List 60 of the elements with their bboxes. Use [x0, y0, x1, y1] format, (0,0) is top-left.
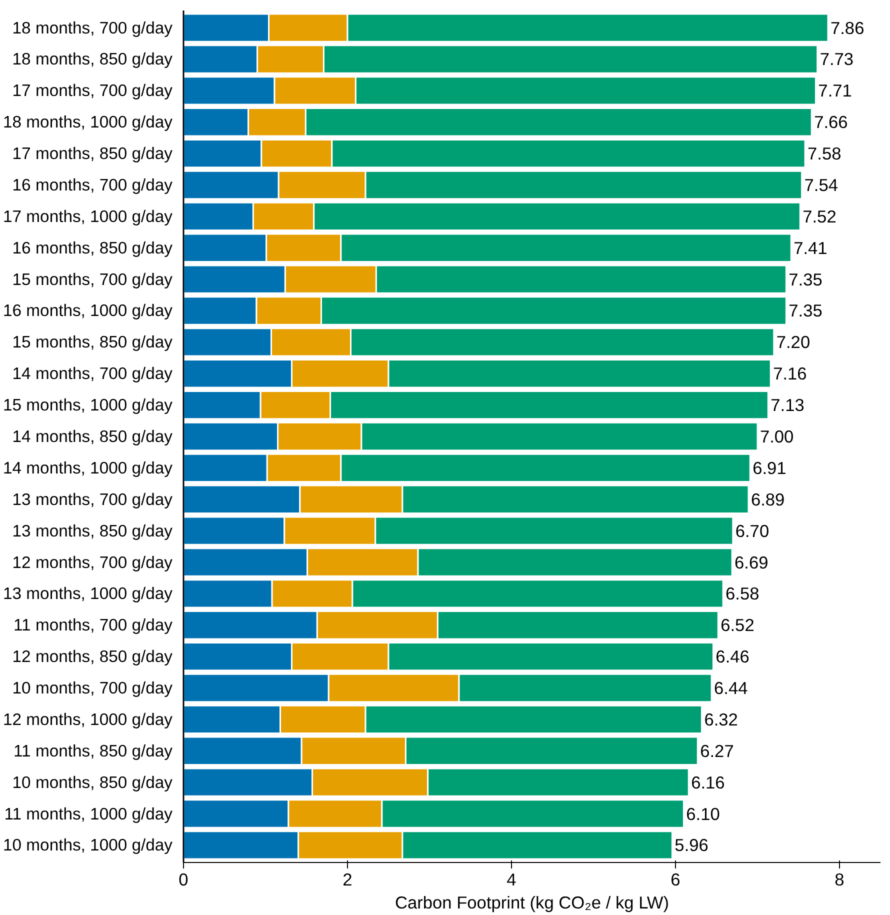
total-label: 7.41	[794, 238, 828, 258]
total-label: 6.89	[750, 489, 785, 510]
x-axis-title: Carbon Footprint (kg CO₂e / kg LW)	[394, 892, 670, 912]
y-tick-label: 18 months, 1000 g/day	[3, 112, 174, 132]
y-tick-label: 10 months, 700 g/day	[12, 678, 174, 698]
total-label: 7.71	[818, 80, 852, 101]
y-tick-label: 12 months, 1000 g/day	[3, 710, 174, 729]
y-tick-label: 11 months, 1000 g/day	[4, 804, 174, 824]
total-label: 7.73	[820, 49, 854, 70]
total-label: 6.10	[686, 804, 720, 824]
total-label: 6.46	[716, 646, 750, 667]
total-label: 6.70	[735, 520, 770, 541]
total-label: 6.27	[700, 740, 734, 761]
total-label: 6.44	[714, 678, 748, 698]
total-label: 6.58	[726, 584, 760, 604]
total-label: 7.66	[814, 112, 848, 132]
y-tick-label: 17 months, 850 g/day	[12, 144, 174, 164]
x-tick-label: 0	[178, 870, 188, 890]
y-tick-label: 14 months, 1000 g/day	[3, 458, 174, 478]
y-tick-label: 13 months, 700 g/day	[12, 490, 174, 509]
total-label: 7.86	[830, 18, 864, 38]
total-label: 7.20	[776, 332, 810, 352]
y-tick-label: 18 months, 700 g/day	[12, 18, 174, 38]
x-tick-label: 2	[342, 870, 352, 890]
y-tick-label: 15 months, 700 g/day	[12, 270, 174, 289]
y-tick-label: 10 months, 1000 g/day	[3, 836, 174, 855]
y-tick-label: 16 months, 850 g/day	[12, 238, 174, 258]
total-label: 7.16	[773, 364, 807, 384]
total-label: 6.16	[691, 772, 725, 792]
y-tick-label: 16 months, 700 g/day	[12, 175, 174, 194]
y-tick-label: 11 months, 700 g/day	[14, 616, 174, 635]
y-tick-label: 10 months, 850 g/day	[12, 772, 174, 792]
x-tick-label: 4	[506, 870, 517, 890]
total-label: 7.54	[804, 174, 838, 195]
y-tick-label: 16 months, 1000 g/day	[3, 301, 174, 320]
total-label: 6.52	[720, 615, 754, 636]
total-label: 7.13	[770, 395, 804, 416]
y-tick-label: 13 months, 1000 g/day	[3, 584, 174, 604]
y-tick-label: 18 months, 850 g/day	[12, 50, 174, 69]
y-tick-label: 14 months, 850 g/day	[12, 427, 174, 446]
total-label: 7.35	[788, 269, 822, 290]
total-label: 7.35	[788, 300, 822, 321]
total-label: 7.00	[760, 426, 794, 446]
total-label: 7.52	[802, 206, 836, 226]
total-label: 6.32	[704, 709, 738, 730]
total-label: 6.91	[752, 458, 786, 478]
y-tick-label: 12 months, 850 g/day	[12, 647, 174, 666]
total-label: 7.58	[808, 144, 842, 164]
y-tick-label: 15 months, 1000 g/day	[3, 396, 174, 415]
total-label: 6.69	[734, 552, 768, 572]
y-tick-label: 15 months, 850 g/day	[12, 332, 174, 352]
y-tick-label: 14 months, 700 g/day	[12, 364, 174, 384]
y-tick-label: 11 months, 850 g/day	[14, 741, 174, 760]
x-tick-label: 6	[670, 870, 680, 890]
x-tick-label: 8	[834, 870, 844, 890]
y-tick-label: 17 months, 1000 g/day	[3, 206, 174, 226]
y-tick-label: 12 months, 700 g/day	[12, 552, 174, 572]
total-label: 5.96	[674, 835, 708, 856]
y-tick-label: 17 months, 700 g/day	[12, 81, 174, 100]
y-tick-label: 13 months, 850 g/day	[12, 521, 174, 540]
